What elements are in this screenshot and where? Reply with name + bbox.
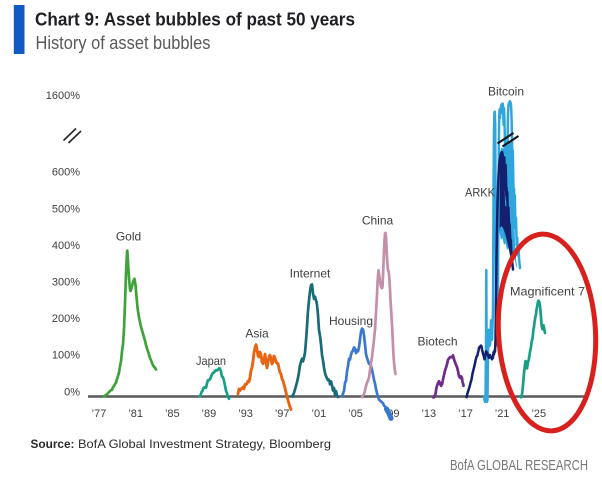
svg-text:100%: 100% xyxy=(52,350,80,362)
svg-text:0%: 0% xyxy=(64,386,80,398)
svg-text:400%: 400% xyxy=(52,240,80,252)
svg-text:200%: 200% xyxy=(52,313,80,325)
svg-text:Japan: Japan xyxy=(196,354,226,368)
svg-text:’81: ’81 xyxy=(128,408,143,420)
svg-text:Biotech: Biotech xyxy=(417,335,457,349)
svg-text:’25: ’25 xyxy=(531,408,546,420)
svg-text:500%: 500% xyxy=(52,203,80,215)
svg-text:China: China xyxy=(362,214,394,228)
svg-text:’13: ’13 xyxy=(421,408,436,420)
svg-text:Internet: Internet xyxy=(290,267,331,281)
svg-text:Housing: Housing xyxy=(329,314,373,328)
svg-text:ARKK: ARKK xyxy=(465,186,495,200)
svg-text:600%: 600% xyxy=(52,167,80,179)
svg-text:Bitcoin: Bitcoin xyxy=(488,85,524,99)
svg-text:’97: ’97 xyxy=(275,408,290,420)
svg-text:BofA Global Investment Strateg: BofA Global Investment Strategy, Bloombe… xyxy=(78,437,331,451)
svg-text:’85: ’85 xyxy=(165,408,180,420)
svg-text:Gold: Gold xyxy=(116,230,141,244)
svg-text:’01: ’01 xyxy=(312,408,327,420)
svg-text:’21: ’21 xyxy=(495,408,510,420)
svg-text:’17: ’17 xyxy=(458,408,473,420)
svg-text:1600%: 1600% xyxy=(46,90,80,102)
svg-text:Chart 9: Asset bubbles of past: Chart 9: Asset bubbles of past 50 years xyxy=(35,10,355,30)
svg-text:’89: ’89 xyxy=(202,408,217,420)
svg-text:Magnificent 7: Magnificent 7 xyxy=(510,285,585,299)
svg-text:’77: ’77 xyxy=(92,408,107,420)
svg-text:’93: ’93 xyxy=(238,408,253,420)
svg-text:300%: 300% xyxy=(52,277,80,289)
svg-text:Source:: Source: xyxy=(31,437,75,451)
svg-text:History of asset bubbles: History of asset bubbles xyxy=(36,33,211,53)
svg-text:BofA GLOBAL RESEARCH: BofA GLOBAL RESEARCH xyxy=(450,458,588,474)
svg-text:’05: ’05 xyxy=(348,408,363,420)
svg-text:Asia: Asia xyxy=(245,327,269,341)
